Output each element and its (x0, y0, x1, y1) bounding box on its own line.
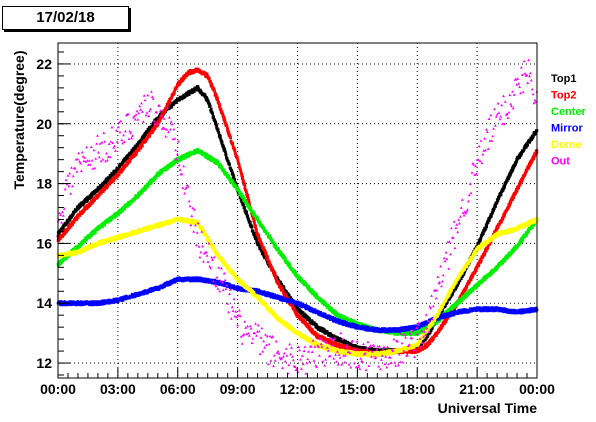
legend-entry-top1: Top1 (551, 73, 576, 85)
chart-date-title: 17/02/18 (2, 6, 129, 30)
grid (58, 43, 537, 378)
x-tick-label: 12:00 (280, 381, 316, 397)
y-tick-label: 12 (36, 355, 52, 371)
x-tick-label: 09:00 (220, 381, 256, 397)
y-axis-label: Temperature(degree) (11, 50, 27, 189)
x-tick-label: 18:00 (399, 381, 435, 397)
x-tick-label: 03:00 (100, 381, 136, 397)
axis-ticks: 00:00 03:00 06:00 09:00 12:00 15:00 18:00 21:00… (36, 51, 555, 397)
data-points (56, 58, 539, 375)
legend: Top1 Top2 Center Mirror Dome Out (551, 73, 587, 168)
y-tick-label: 22 (36, 56, 52, 72)
y-tick-label: 18 (36, 176, 52, 192)
x-tick-label: 00:00 (40, 381, 76, 397)
x-tick-label: 06:00 (160, 381, 196, 397)
legend-entry-top2: Top2 (551, 90, 576, 102)
legend-entry-dome: Dome (551, 139, 582, 151)
legend-entry-out: Out (551, 156, 570, 168)
series-mirror (56, 276, 539, 334)
x-axis-label: Universal Time (438, 400, 538, 416)
x-tick-label: 21:00 (459, 381, 495, 397)
legend-entry-center: Center (551, 106, 587, 118)
data-point-cloud-mirror (56, 276, 539, 334)
x-tick-label: 15:00 (339, 381, 375, 397)
y-tick-label: 14 (36, 295, 52, 311)
y-tick-label: 16 (36, 235, 52, 251)
legend-entry-mirror: Mirror (551, 123, 584, 135)
x-tick-label: 00:00 (519, 381, 555, 397)
y-tick-label: 20 (36, 116, 52, 132)
